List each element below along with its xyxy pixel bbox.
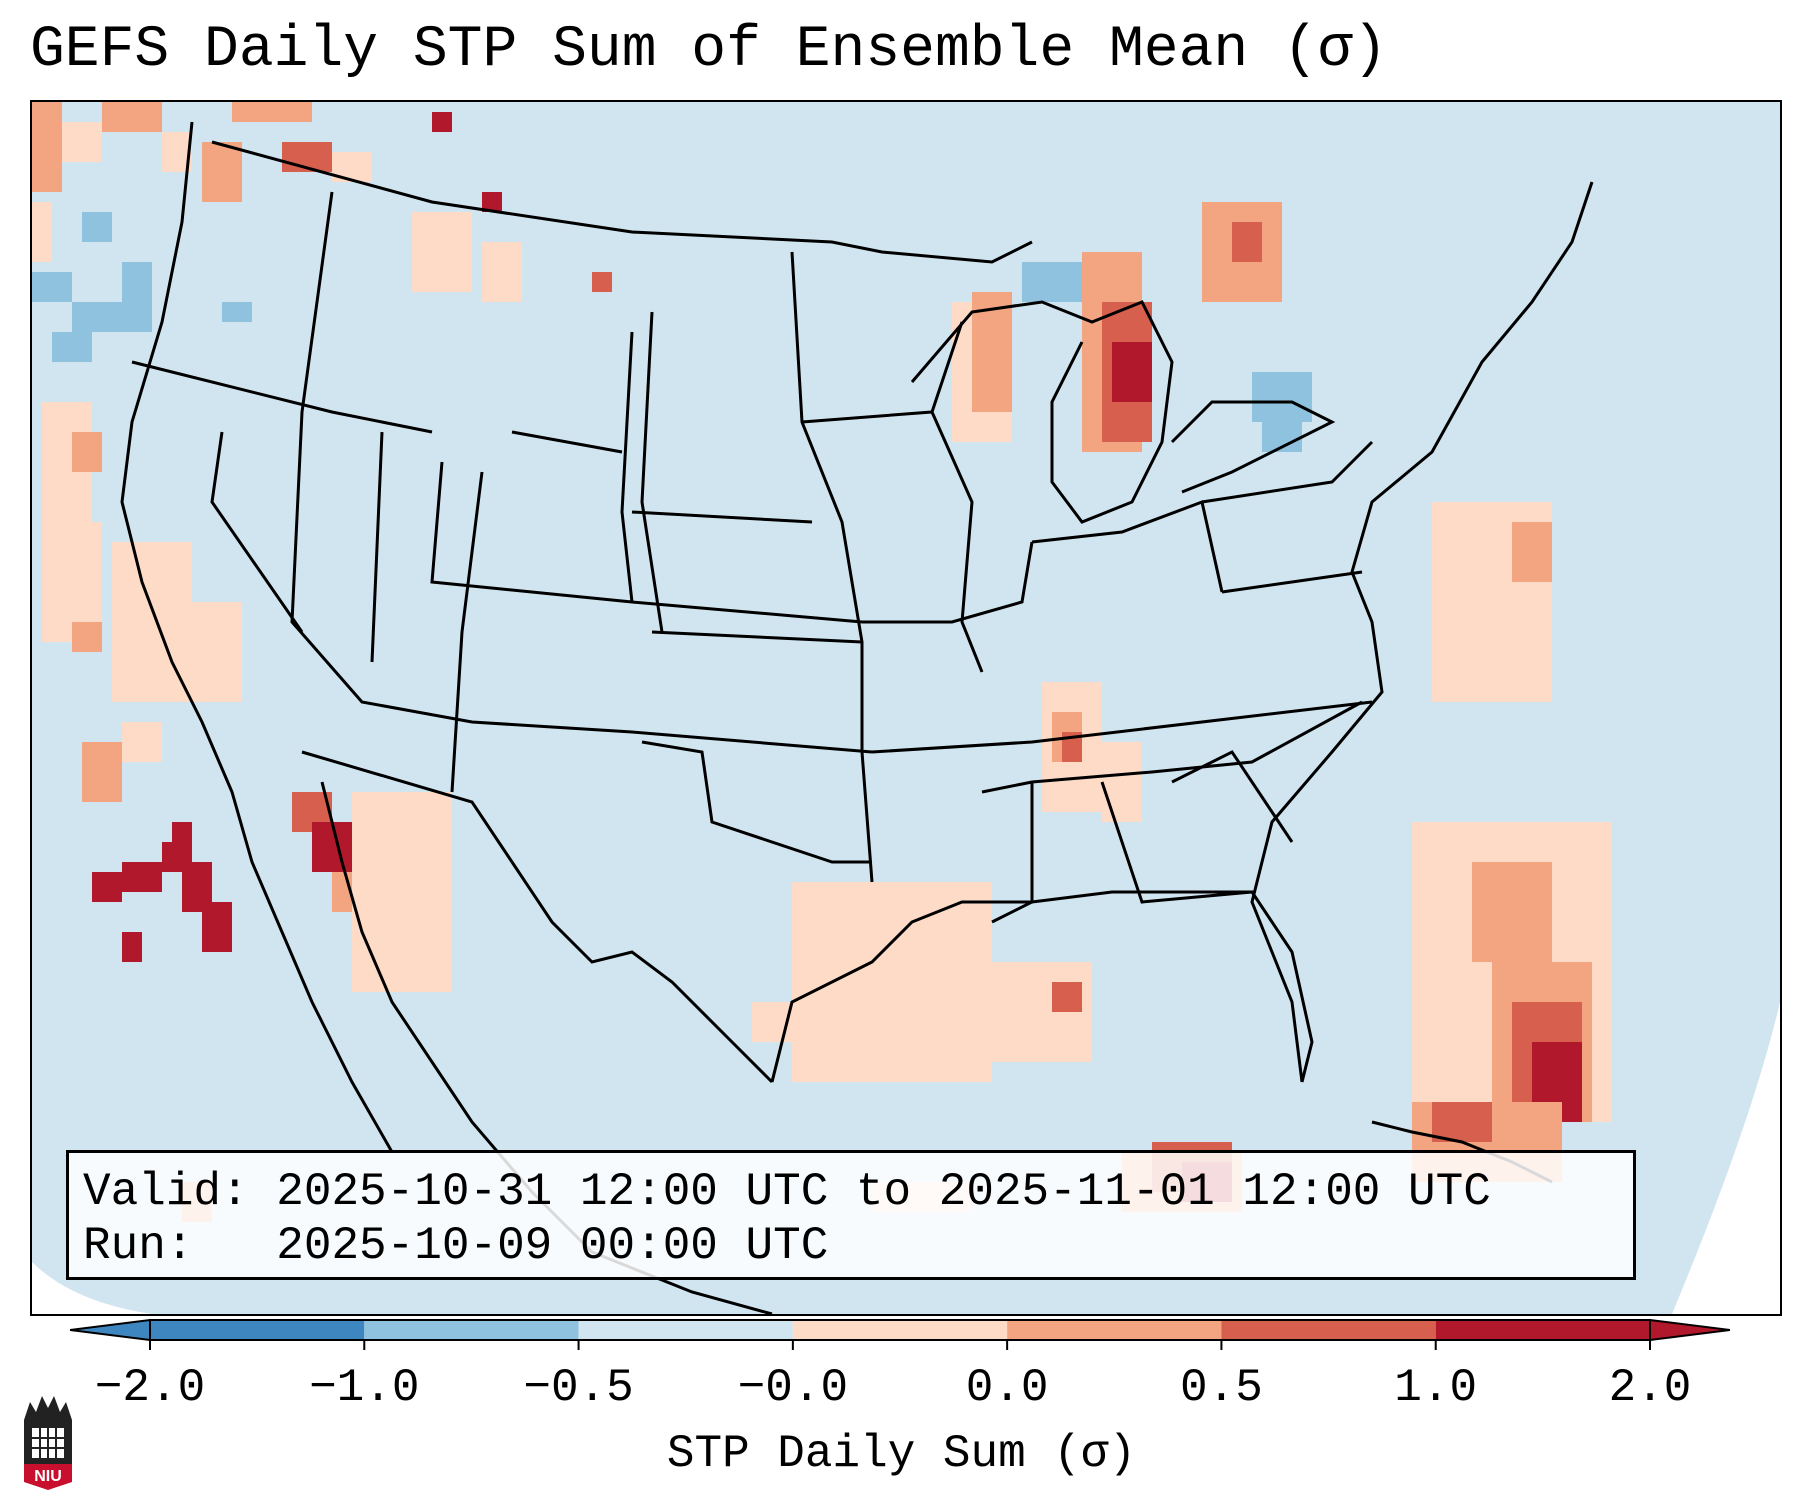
colorbar-segment	[150, 1320, 365, 1340]
positive-cell	[72, 432, 102, 472]
positive-cell	[482, 192, 502, 212]
colorbar-segment	[364, 1320, 579, 1340]
colorbar-extend-high	[1649, 1318, 1730, 1342]
colorbar-tick-label: 1.0	[1394, 1362, 1478, 1414]
positive-cell	[232, 102, 312, 122]
positive-cell	[202, 902, 232, 952]
positive-cell	[752, 1002, 812, 1042]
positive-cell	[352, 792, 452, 992]
negative-cell	[1022, 262, 1082, 302]
map-panel	[30, 100, 1782, 1316]
positive-cell	[1112, 342, 1152, 402]
positive-cell	[62, 122, 102, 162]
negative-cell	[52, 332, 92, 362]
negative-cell	[32, 272, 72, 302]
positive-cell	[1512, 522, 1552, 582]
positive-cell	[32, 102, 62, 192]
positive-cell	[92, 872, 122, 902]
gulf-coast	[510, 861, 1252, 1084]
colorbar-segments	[70, 1318, 1730, 1350]
positive-cell	[202, 142, 242, 202]
colorbar-extend-low	[70, 1318, 151, 1342]
valid-time-text: Valid: 2025-10-31 12:00 UTC to 2025-11-0…	[83, 1166, 1491, 1218]
colorbar-tick-label: −2.0	[94, 1362, 206, 1414]
niu-logo: NIU	[24, 1396, 72, 1490]
colorbar-tick-label: −1.0	[309, 1362, 420, 1414]
positive-cell	[32, 202, 52, 262]
positive-cell	[1062, 732, 1082, 762]
positive-cell	[1432, 1102, 1492, 1142]
positive-cell	[122, 932, 142, 962]
west-coast-outline	[120, 121, 394, 1153]
state-lines-west	[131, 191, 874, 883]
positive-cell	[72, 622, 102, 652]
colorbar-segment	[1221, 1320, 1436, 1340]
positive-cell	[182, 602, 242, 702]
positive-cell	[482, 242, 522, 302]
colorbar-tick-label: 0.5	[1180, 1362, 1263, 1414]
negative-cell	[222, 302, 252, 322]
positive-cell	[1232, 222, 1262, 262]
positive-cell	[122, 722, 162, 762]
positive-cell	[122, 862, 162, 892]
positive-cell	[1052, 982, 1082, 1012]
negative-cell	[82, 212, 112, 242]
colorbar-segment	[1007, 1320, 1222, 1340]
colorbar-label: STP Daily Sum (σ)	[666, 1428, 1137, 1480]
map-domain	[32, 102, 1780, 1314]
negative-cell	[122, 262, 152, 302]
colorbar-tick-label: 0.0	[965, 1362, 1049, 1414]
anomaly-cells	[32, 102, 1612, 1222]
chart-title: GEFS Daily STP Sum of Ensemble Mean (σ)	[30, 18, 1388, 83]
positive-cell	[592, 272, 612, 292]
great-lakes-outline	[910, 300, 1336, 524]
east-coast	[1250, 181, 1594, 1083]
colorbar-segment	[1435, 1320, 1650, 1340]
positive-cell	[412, 212, 472, 292]
boundaries	[120, 121, 1594, 1314]
positive-cell	[792, 882, 992, 1082]
positive-cell	[1102, 742, 1142, 822]
logo-text: NIU	[34, 1468, 62, 1485]
run-time-text: Run: 2025-10-09 00:00 UTC	[83, 1220, 829, 1272]
positive-cell	[82, 742, 122, 802]
colorbar-segment	[578, 1320, 793, 1340]
colorbar-segment	[792, 1320, 1008, 1340]
negative-cell	[72, 302, 152, 332]
state-lines-central	[631, 321, 1373, 864]
positive-cell	[172, 822, 192, 842]
negative-cell	[1252, 372, 1312, 422]
colorbar-tick-label: −0.5	[523, 1362, 634, 1414]
colorbar-tick-label: 2.0	[1608, 1362, 1692, 1414]
positive-cell	[102, 102, 162, 132]
positive-cell	[432, 112, 452, 132]
canada-border	[211, 140, 1033, 264]
valid-time-box: Valid: 2025-10-31 12:00 UTC to 2025-11-0…	[66, 1150, 1636, 1280]
positive-cell	[312, 822, 352, 872]
colorbar-frame	[149, 1319, 1651, 1341]
colorbar-tick-label: −0.0	[737, 1362, 849, 1414]
map-canvas	[32, 102, 1780, 1314]
colorbar	[70, 1318, 1730, 1350]
positive-cell	[1472, 862, 1552, 962]
